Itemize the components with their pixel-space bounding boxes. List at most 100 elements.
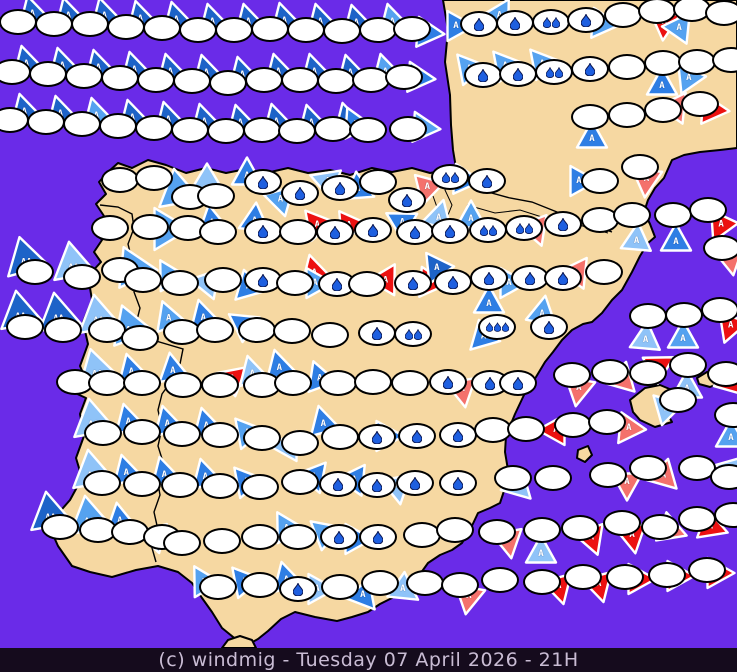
station-ellipse bbox=[204, 267, 242, 293]
station-ellipse bbox=[603, 510, 641, 536]
rain-drop-icon bbox=[333, 477, 343, 491]
station-ellipse bbox=[641, 514, 679, 540]
station-ellipse bbox=[171, 117, 209, 143]
rain-drop-icon bbox=[474, 17, 484, 31]
station-ellipse-rain bbox=[499, 61, 537, 87]
station-ellipse bbox=[63, 264, 101, 290]
station-ellipse-rain bbox=[544, 211, 582, 237]
station-ellipse bbox=[391, 370, 429, 396]
rain-drop-icon bbox=[554, 66, 563, 78]
station-ellipse bbox=[403, 522, 441, 548]
station-ellipse bbox=[35, 11, 73, 37]
station-ellipse bbox=[207, 118, 245, 144]
station-ellipse-rain bbox=[358, 472, 396, 498]
station-ellipse bbox=[88, 370, 126, 396]
station-ellipse bbox=[714, 502, 737, 528]
station-ellipse bbox=[101, 65, 139, 91]
rain-drop-icon bbox=[450, 171, 459, 183]
rain-drop-icon bbox=[402, 193, 412, 207]
station-ellipse bbox=[84, 420, 122, 446]
station-ellipse bbox=[56, 369, 94, 395]
station-ellipse bbox=[71, 11, 109, 37]
station-ellipse bbox=[161, 270, 199, 296]
station-ellipse bbox=[281, 67, 319, 93]
station-ellipse bbox=[589, 462, 627, 488]
station-ellipse bbox=[0, 59, 31, 85]
station-ellipse bbox=[385, 64, 423, 90]
rain-drop-icon bbox=[493, 322, 501, 332]
station-ellipse-rain bbox=[359, 524, 397, 550]
rain-drop-icon bbox=[515, 222, 524, 234]
rain-drop-icon bbox=[295, 186, 305, 200]
station-ellipse bbox=[581, 168, 619, 194]
station-ellipse-rain bbox=[460, 11, 498, 37]
station-ellipse bbox=[608, 102, 646, 128]
station-ellipse bbox=[571, 104, 609, 130]
station-ellipse bbox=[321, 574, 359, 600]
rain-drop-icon bbox=[410, 476, 420, 490]
station-ellipse bbox=[201, 473, 239, 499]
station-ellipse bbox=[710, 464, 737, 490]
rain-drop-icon bbox=[373, 530, 383, 544]
station-ellipse-rain bbox=[358, 424, 396, 450]
station-ellipse bbox=[591, 359, 629, 385]
station-ellipse bbox=[654, 202, 692, 228]
station-ellipse bbox=[243, 117, 281, 143]
station-ellipse bbox=[561, 515, 599, 541]
station-ellipse bbox=[83, 470, 121, 496]
station-ellipse bbox=[245, 67, 283, 93]
station-ellipse bbox=[63, 111, 101, 137]
rain-drop-icon bbox=[334, 530, 344, 544]
station-ellipse bbox=[179, 17, 217, 43]
station-ellipse bbox=[6, 314, 44, 340]
station-ellipse bbox=[629, 360, 667, 386]
rain-drop-icon bbox=[551, 16, 560, 28]
station-ellipse-rain bbox=[396, 470, 434, 496]
station-ellipse bbox=[99, 113, 137, 139]
station-ellipse bbox=[629, 303, 667, 329]
rain-drop-icon bbox=[372, 430, 382, 444]
station-ellipse bbox=[44, 317, 82, 343]
station-ellipse bbox=[311, 322, 349, 348]
station-ellipse-rain bbox=[505, 215, 543, 241]
station-ellipse bbox=[281, 430, 319, 456]
rain-drop-icon bbox=[445, 224, 455, 238]
station-ellipse bbox=[678, 49, 716, 75]
station-ellipse bbox=[251, 16, 289, 42]
station-ellipse bbox=[714, 402, 737, 428]
rain-drop-icon bbox=[453, 428, 463, 442]
station-ellipse bbox=[361, 570, 399, 596]
station-ellipse bbox=[553, 362, 591, 388]
station-ellipse-rain bbox=[468, 168, 506, 194]
station-ellipse-rain bbox=[320, 524, 358, 550]
station-ellipse bbox=[243, 425, 281, 451]
station-ellipse bbox=[359, 169, 397, 195]
station-ellipse bbox=[689, 197, 727, 223]
rain-drop-icon bbox=[335, 181, 345, 195]
station-ellipse bbox=[173, 68, 211, 94]
station-ellipse-rain bbox=[439, 422, 477, 448]
station-ellipse-rain bbox=[319, 471, 357, 497]
station-ellipse-rain bbox=[358, 320, 396, 346]
station-ellipse-rain bbox=[431, 164, 469, 190]
station-ellipse bbox=[215, 17, 253, 43]
station-ellipse bbox=[88, 317, 126, 343]
station-ellipse-rain bbox=[396, 219, 434, 245]
station-ellipse-rain bbox=[318, 271, 356, 297]
rain-drop-icon bbox=[542, 16, 551, 28]
station-ellipse bbox=[523, 569, 561, 595]
station-ellipse bbox=[393, 16, 431, 42]
station-ellipse bbox=[161, 472, 199, 498]
station-ellipse bbox=[688, 557, 726, 583]
station-ellipse bbox=[107, 14, 145, 40]
station-ellipse bbox=[359, 17, 397, 43]
station-ellipse bbox=[659, 387, 697, 413]
rain-drop-icon bbox=[545, 66, 554, 78]
station-ellipse bbox=[163, 319, 201, 345]
station-ellipse bbox=[273, 318, 311, 344]
station-ellipse bbox=[712, 47, 737, 73]
station-ellipse-rain bbox=[244, 218, 282, 244]
rain-drop-icon bbox=[482, 174, 492, 188]
station-ellipse-rain bbox=[394, 321, 432, 347]
station-ellipse bbox=[197, 183, 235, 209]
